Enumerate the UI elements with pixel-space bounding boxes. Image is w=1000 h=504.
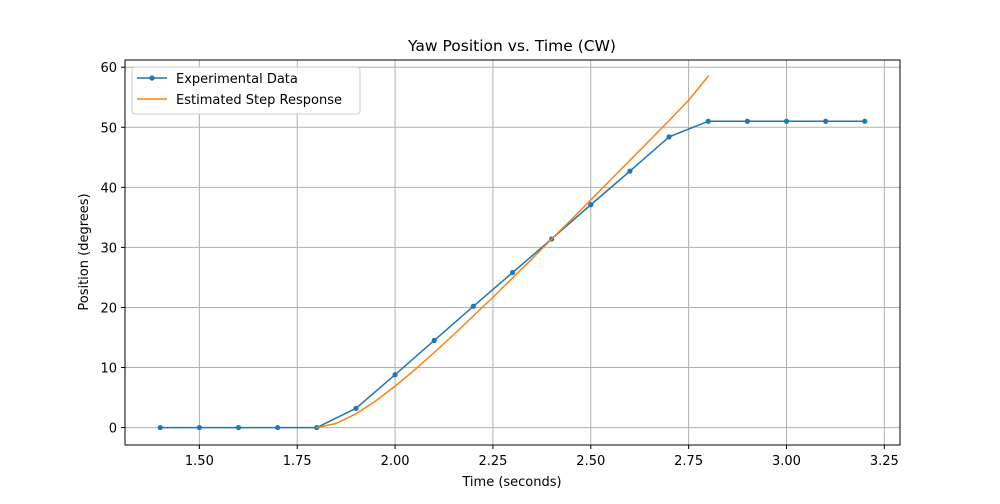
x-tick-label: 2.25 bbox=[478, 454, 507, 469]
legend-marker-experimental bbox=[149, 75, 155, 81]
data-point bbox=[470, 303, 476, 309]
y-tick-label: 40 bbox=[100, 181, 117, 196]
y-tick-label: 30 bbox=[100, 241, 117, 256]
y-tick-label: 20 bbox=[100, 301, 117, 316]
data-point bbox=[627, 168, 633, 174]
x-tick-label: 3.00 bbox=[772, 454, 801, 469]
legend-label-estimated: Estimated Step Response bbox=[176, 93, 342, 108]
x-tick-label: 2.50 bbox=[576, 454, 605, 469]
data-point bbox=[353, 405, 359, 411]
x-axis-label: Time (seconds) bbox=[461, 475, 561, 490]
chart-title: Yaw Position vs. Time (CW) bbox=[407, 37, 616, 55]
data-point bbox=[744, 118, 750, 124]
x-tick-label: 1.75 bbox=[283, 454, 312, 469]
x-tick-label: 2.75 bbox=[674, 454, 703, 469]
data-point bbox=[235, 424, 242, 431]
series-line-1 bbox=[315, 75, 710, 429]
data-point bbox=[196, 424, 202, 431]
data-point bbox=[783, 118, 790, 124]
plot-frame bbox=[124, 59, 901, 446]
legend: Experimental Data Estimated Step Respons… bbox=[131, 66, 361, 115]
data-point bbox=[666, 134, 672, 140]
y-tick-label: 10 bbox=[100, 362, 117, 377]
data-point bbox=[392, 372, 398, 378]
ticks-layer: 1.50 1.75 2.00 2.25 2.50 2.75 3.00 3.25 0 10 20 30 4… bbox=[100, 61, 898, 469]
series-layer bbox=[157, 75, 868, 431]
y-tick-label: 60 bbox=[100, 61, 117, 76]
data-point bbox=[431, 337, 437, 344]
x-tick-label: 3.25 bbox=[870, 454, 899, 469]
legend-label-experimental: Experimental Data bbox=[176, 72, 298, 87]
x-tick-label: 2.00 bbox=[381, 454, 410, 469]
y-tick-label: 0 bbox=[109, 422, 117, 437]
data-point bbox=[588, 202, 594, 208]
y-tick-label: 50 bbox=[100, 121, 117, 136]
x-tick-label: 1.50 bbox=[185, 454, 214, 469]
data-point bbox=[275, 424, 281, 431]
data-point bbox=[705, 118, 711, 124]
y-axis-label: Position (degrees) bbox=[77, 193, 92, 310]
data-point bbox=[509, 270, 516, 276]
data-point bbox=[862, 118, 868, 124]
data-point bbox=[823, 118, 829, 124]
data-point bbox=[157, 424, 163, 431]
legend-box bbox=[131, 66, 361, 115]
